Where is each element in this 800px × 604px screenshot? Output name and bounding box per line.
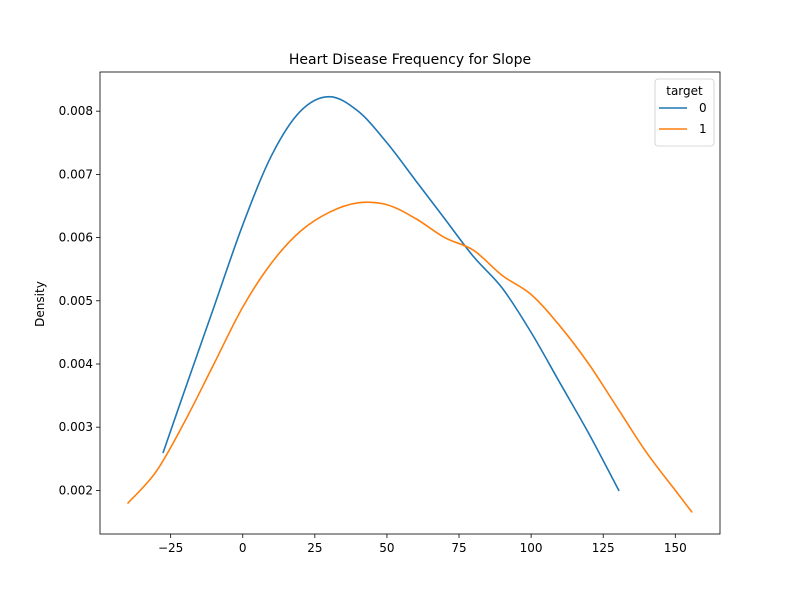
x-tick-label: 75 [451, 541, 466, 555]
axes-frame [99, 71, 721, 535]
x-tick-label: 25 [307, 541, 322, 555]
legend-label-0: 0 [699, 101, 707, 115]
y-tick-label: 0.008 [59, 104, 93, 118]
legend: target 0 1 [654, 78, 715, 147]
x-tick-label: −25 [158, 541, 183, 555]
series-line-1 [127, 201, 693, 513]
x-tick-label: 150 [664, 541, 687, 555]
y-tick-label: 0.003 [59, 420, 93, 434]
legend-label-1: 1 [699, 122, 707, 136]
y-tick-label: 0.006 [59, 231, 93, 245]
series-line-0 [162, 95, 620, 492]
y-axis-title: Density [33, 281, 47, 327]
y-tick-label: 0.002 [59, 483, 93, 497]
x-tick-label: 0 [239, 541, 247, 555]
y-tick-label: 0.005 [59, 294, 93, 308]
y-tick-label: 0.004 [59, 357, 93, 371]
x-tick-label: 125 [592, 541, 615, 555]
y-tick-label: 0.007 [59, 167, 93, 181]
chart-title: Heart Disease Frequency for Slope [289, 52, 531, 68]
plot-area: −25 0 25 50 75 100 125 150 0.002 0.003 0.004 0.005 0… [59, 71, 721, 555]
legend-title: target [666, 84, 703, 98]
x-tick-label: 100 [520, 541, 543, 555]
x-tick-label: 50 [379, 541, 394, 555]
